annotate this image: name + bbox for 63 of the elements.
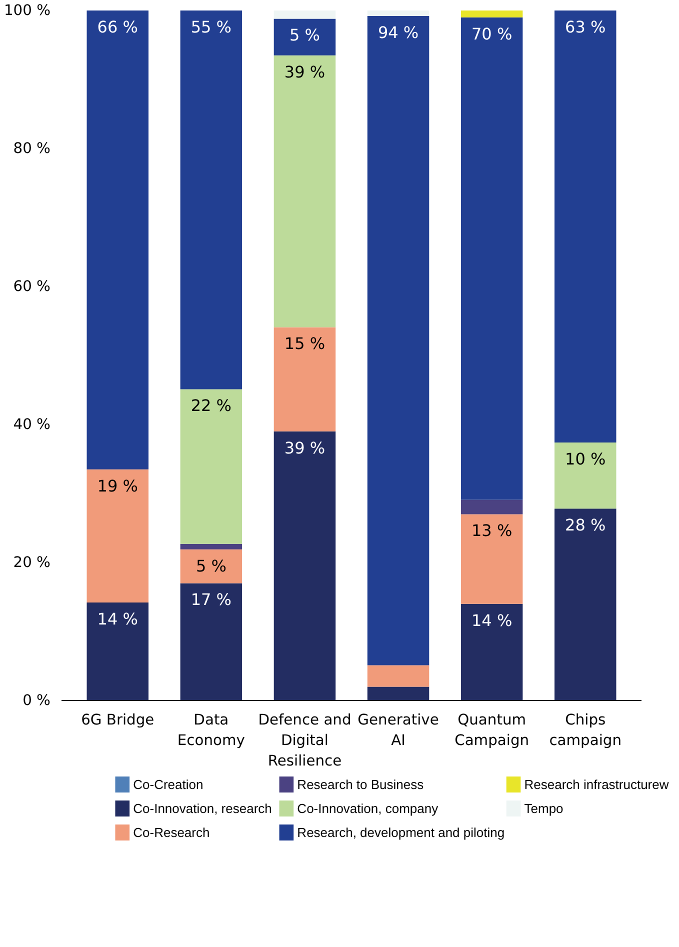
data-label: 55 %	[190, 17, 232, 36]
data-label: 66 %	[97, 17, 138, 36]
data-label: 5 %	[289, 26, 320, 45]
bar	[367, 16, 430, 666]
bar	[367, 686, 430, 700]
bar	[274, 431, 336, 700]
legend-label: Research, development and piloting	[297, 825, 505, 840]
bar	[274, 10, 336, 19]
x-tick-label: Quantum Campaign	[454, 712, 530, 749]
bar	[86, 10, 148, 470]
data-label: 39 %	[284, 438, 326, 458]
y-tick-label: 100 %	[4, 2, 51, 19]
y-tick-label: 0 %	[22, 692, 51, 709]
bar	[460, 604, 523, 700]
data-label: 22 %	[190, 396, 232, 416]
x-tick-label: Defence and Digital Resilience	[258, 712, 352, 770]
data-label: 14 %	[472, 610, 512, 630]
bar	[460, 10, 523, 18]
legend-label: Co-Innovation, company	[297, 801, 439, 816]
bar	[274, 18, 336, 56]
bar	[180, 389, 242, 544]
data-label: 10 %	[565, 449, 606, 468]
x-tick-label: 6G Bridge	[81, 712, 154, 728]
legend-label: Tempo	[524, 801, 564, 816]
x-tick-label: Data Economy	[177, 712, 246, 749]
y-tick-label: 60 %	[13, 278, 51, 295]
data-label: 13 %	[472, 521, 512, 540]
bar	[460, 514, 523, 604]
bar	[554, 508, 616, 700]
data-label: 5 %	[196, 556, 226, 576]
legend-label: Research infrastructurew	[524, 777, 670, 792]
data-label: 28 %	[565, 516, 606, 535]
bar	[274, 327, 336, 432]
bar	[274, 55, 336, 328]
bar	[460, 500, 523, 514]
bar	[86, 469, 148, 603]
bar	[460, 17, 523, 500]
data-label: 39 %	[284, 62, 326, 82]
data-label: 94 %	[378, 22, 419, 42]
x-tick-label: Generative AI	[358, 712, 439, 749]
legend-label: Research to Business	[297, 777, 424, 792]
legend-label: Co-Innovation, research	[133, 801, 272, 816]
bar	[86, 602, 148, 700]
bar	[554, 442, 616, 509]
y-tick-label: 40 %	[13, 416, 51, 433]
data-label: 70 %	[472, 24, 512, 44]
bar	[367, 665, 430, 687]
data-label: 14 %	[97, 609, 138, 628]
bar	[180, 549, 242, 584]
bar	[180, 10, 242, 390]
bar	[180, 583, 242, 700]
y-tick-label: 20 %	[13, 554, 51, 571]
bar	[554, 10, 616, 442]
legend-label: Co-Creation	[133, 777, 204, 792]
x-tick-label: Chips campaign	[549, 712, 622, 749]
y-tick-label: 80 %	[13, 140, 51, 157]
data-label: 19 %	[97, 476, 138, 496]
bar	[367, 10, 430, 16]
data-label: 63 %	[565, 17, 606, 36]
bar	[180, 544, 242, 550]
data-label: 17 %	[190, 590, 232, 610]
data-label: 15 %	[284, 334, 326, 354]
legend-label: Co-Research	[133, 825, 210, 840]
